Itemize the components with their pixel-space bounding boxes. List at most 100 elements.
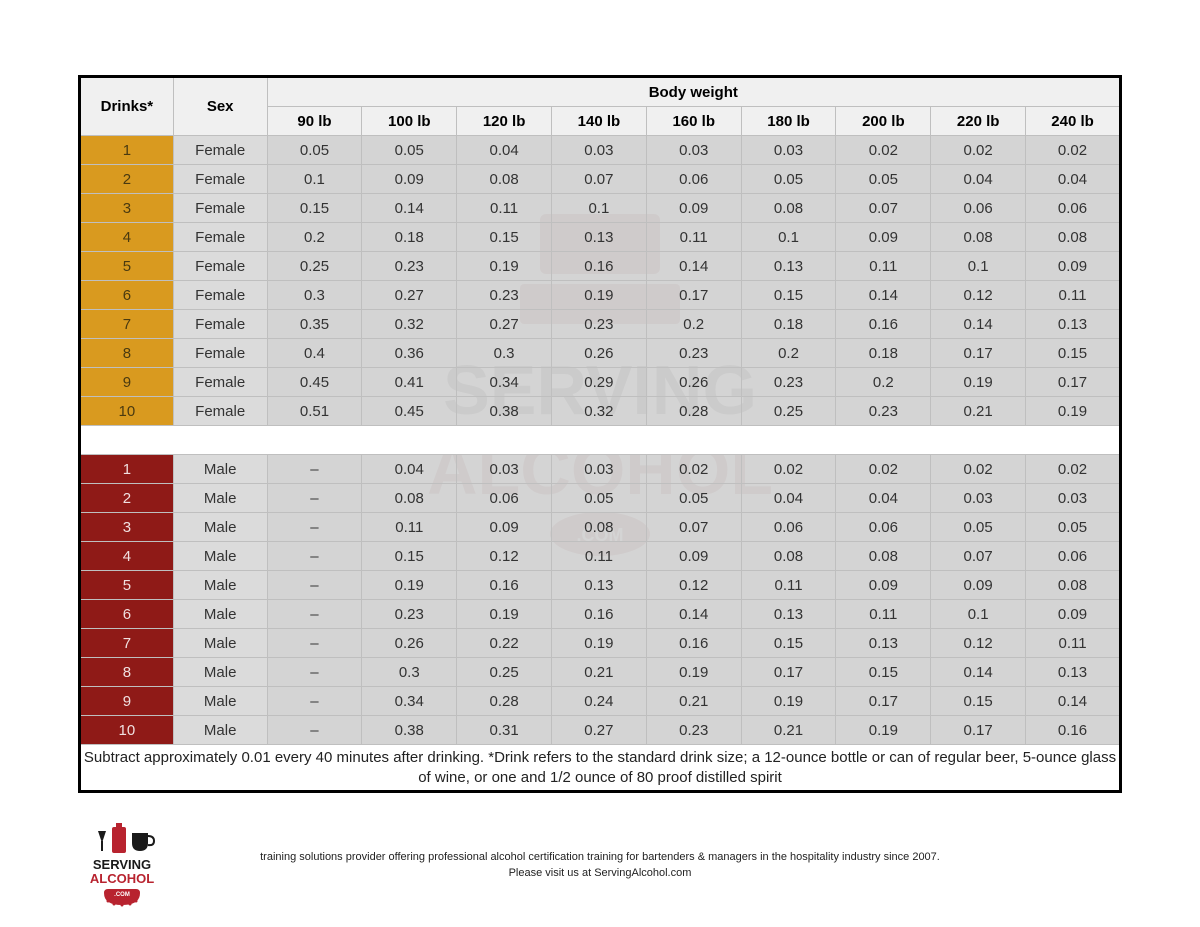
table-row: 2Male–0.080.060.050.050.040.040.030.03 xyxy=(80,484,1121,513)
table-row: 3Female0.150.140.110.10.090.080.070.060.… xyxy=(80,194,1121,223)
value-cell: 0.14 xyxy=(931,658,1026,687)
value-cell: 0.09 xyxy=(931,571,1026,600)
value-cell: 0.21 xyxy=(741,716,836,745)
value-cell: 0.11 xyxy=(836,252,931,281)
drinks-cell: 6 xyxy=(80,600,174,629)
value-cell: 0.2 xyxy=(267,223,362,252)
value-cell: 0.02 xyxy=(741,455,836,484)
value-cell: 0.04 xyxy=(931,165,1026,194)
value-cell: 0.13 xyxy=(741,600,836,629)
value-cell: 0.27 xyxy=(362,281,457,310)
value-cell: 0.12 xyxy=(646,571,741,600)
value-cell: 0.29 xyxy=(552,368,647,397)
value-cell: 0.17 xyxy=(646,281,741,310)
value-cell: 0.25 xyxy=(741,397,836,426)
value-cell: 0.15 xyxy=(267,194,362,223)
value-cell: 0.08 xyxy=(741,542,836,571)
value-cell: 0.3 xyxy=(457,339,552,368)
value-cell: 0.27 xyxy=(552,716,647,745)
value-cell: 0.12 xyxy=(931,629,1026,658)
value-cell: 0.03 xyxy=(457,455,552,484)
drinks-cell: 2 xyxy=(80,484,174,513)
value-cell: 0.15 xyxy=(931,687,1026,716)
drinks-cell: 5 xyxy=(80,571,174,600)
drinks-cell: 8 xyxy=(80,339,174,368)
value-cell: 0.05 xyxy=(552,484,647,513)
table-row: 2Female0.10.090.080.070.060.050.050.040.… xyxy=(80,165,1121,194)
table-row: 5Female0.250.230.190.160.140.130.110.10.… xyxy=(80,252,1121,281)
value-cell: 0.26 xyxy=(646,368,741,397)
value-cell: 0.3 xyxy=(362,658,457,687)
svg-text:.COM: .COM xyxy=(114,892,130,898)
value-cell: 0.23 xyxy=(646,716,741,745)
value-cell: 0.26 xyxy=(552,339,647,368)
value-cell: 0.27 xyxy=(457,310,552,339)
value-cell: 0.45 xyxy=(362,397,457,426)
value-cell: 0.05 xyxy=(931,513,1026,542)
value-cell: – xyxy=(267,716,362,745)
drinks-cell: 2 xyxy=(80,165,174,194)
value-cell: 0.23 xyxy=(646,339,741,368)
value-cell: 0.23 xyxy=(362,252,457,281)
sex-cell: Female xyxy=(173,165,267,194)
sex-cell: Male xyxy=(173,484,267,513)
drinks-cell: 1 xyxy=(80,136,174,165)
value-cell: 0.19 xyxy=(1026,397,1121,426)
value-cell: 0.17 xyxy=(931,716,1026,745)
drinks-cell: 9 xyxy=(80,368,174,397)
table-row: 6Male–0.230.190.160.140.130.110.10.09 xyxy=(80,600,1121,629)
table-row: 7Male–0.260.220.190.160.150.130.120.11 xyxy=(80,629,1121,658)
header-weight: 180 lb xyxy=(741,107,836,136)
value-cell: 0.21 xyxy=(931,397,1026,426)
value-cell: 0.28 xyxy=(646,397,741,426)
table-header: Drinks* Sex Body weight 90 lb100 lb120 l… xyxy=(80,77,1121,136)
sex-cell: Male xyxy=(173,513,267,542)
value-cell: 0.02 xyxy=(931,455,1026,484)
table-row: 10Male–0.380.310.270.230.210.190.170.16 xyxy=(80,716,1121,745)
value-cell: 0.23 xyxy=(741,368,836,397)
value-cell: 0.09 xyxy=(1026,252,1121,281)
header-bodyweight-group: Body weight xyxy=(267,77,1120,107)
value-cell: 0.06 xyxy=(741,513,836,542)
value-cell: 0.13 xyxy=(836,629,931,658)
value-cell: 0.2 xyxy=(836,368,931,397)
sex-cell: Female xyxy=(173,136,267,165)
value-cell: 0.05 xyxy=(646,484,741,513)
value-cell: 0.05 xyxy=(267,136,362,165)
value-cell: 0.05 xyxy=(362,136,457,165)
value-cell: 0.21 xyxy=(646,687,741,716)
value-cell: 0.09 xyxy=(362,165,457,194)
value-cell: 0.15 xyxy=(362,542,457,571)
header-drinks: Drinks* xyxy=(80,77,174,136)
value-cell: 0.08 xyxy=(552,513,647,542)
header-weight: 100 lb xyxy=(362,107,457,136)
value-cell: – xyxy=(267,658,362,687)
sex-cell: Male xyxy=(173,600,267,629)
table-row: 8Male–0.30.250.210.190.170.150.140.13 xyxy=(80,658,1121,687)
value-cell: 0.16 xyxy=(646,629,741,658)
value-cell: 0.03 xyxy=(552,136,647,165)
value-cell: 0.19 xyxy=(552,281,647,310)
value-cell: 0.04 xyxy=(457,136,552,165)
value-cell: 0.09 xyxy=(836,223,931,252)
value-cell: 0.11 xyxy=(1026,281,1121,310)
table-row: 1Female0.050.050.040.030.030.030.020.020… xyxy=(80,136,1121,165)
value-cell: 0.23 xyxy=(836,397,931,426)
table-row: 3Male–0.110.090.080.070.060.060.050.05 xyxy=(80,513,1121,542)
value-cell: 0.13 xyxy=(1026,658,1121,687)
footer: SERVING ALCOHOL .COM training solutions … xyxy=(78,823,1122,908)
value-cell: 0.08 xyxy=(1026,223,1121,252)
value-cell: 0.11 xyxy=(836,600,931,629)
value-cell: 0.08 xyxy=(362,484,457,513)
value-cell: 0.11 xyxy=(552,542,647,571)
value-cell: 0.4 xyxy=(267,339,362,368)
value-cell: 0.22 xyxy=(457,629,552,658)
value-cell: 0.34 xyxy=(457,368,552,397)
value-cell: 0.24 xyxy=(552,687,647,716)
value-cell: – xyxy=(267,629,362,658)
value-cell: 0.06 xyxy=(1026,542,1121,571)
drinks-cell: 8 xyxy=(80,658,174,687)
value-cell: 0.13 xyxy=(552,223,647,252)
table-row: 4Male–0.150.120.110.090.080.080.070.06 xyxy=(80,542,1121,571)
value-cell: – xyxy=(267,455,362,484)
